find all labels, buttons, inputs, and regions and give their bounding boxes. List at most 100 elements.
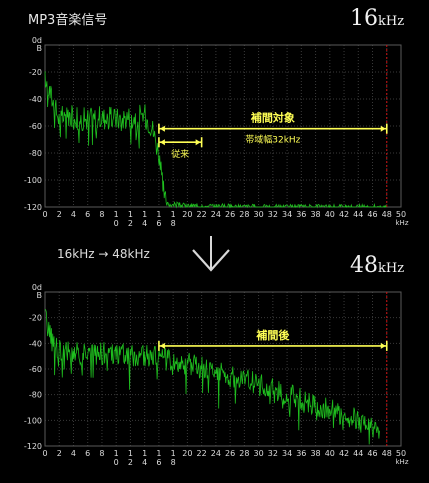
y-tick-line: -40 [29,339,42,348]
y-tick-line: B [37,44,43,53]
figure-title: MP3音楽信号 [28,13,108,28]
x-tick-line: 1 [128,210,133,219]
annotation-label: 補間後 [255,328,290,342]
y-tick-label: -120 [24,203,42,212]
x-tick-label: 32 [268,449,278,458]
x-tick-label: 40 [325,449,335,458]
x-tick-line: 28 [239,210,249,219]
y-tick-label: -100 [24,416,42,425]
x-tick-line: 22 [197,210,207,219]
x-tick-label: 24 [211,210,221,219]
x-axis-label: kHz [396,458,409,466]
x-tick-line: 6 [156,219,161,228]
x-tick-label: 22 [197,210,207,219]
conversion-label: 16kHz → 48kHz [57,247,150,261]
x-tick-label: 2 [57,449,62,458]
x-tick-label: 42 [339,210,349,219]
x-tick-label: 50 [396,210,406,219]
x-tick-line: 1 [156,449,161,458]
x-tick-line: 1 [114,449,119,458]
x-tick-label: 20 [182,210,192,219]
x-tick-line: 24 [211,210,221,219]
y-tick-line: 0d [32,283,42,292]
annotation-arrowhead [380,125,386,132]
y-tick-line: -80 [29,149,42,158]
x-tick-label: 26 [225,210,235,219]
y-tick-label: 0d B [32,36,42,53]
x-tick-label: 26 [225,449,235,458]
x-tick-line: 4 [71,210,76,219]
x-tick-line: 30 [254,449,264,458]
annotation-arrowhead [159,342,165,349]
x-tick-label: 8 [99,210,104,219]
x-tick-line: 4 [71,449,76,458]
x-tick-line: 40 [325,449,335,458]
x-tick-label: 46 [367,449,377,458]
x-tick-label: 24 [211,449,221,458]
y-tick-label: -80 [29,149,42,158]
x-tick-line: 38 [310,449,320,458]
x-tick-line: 46 [367,449,377,458]
annotation-sublabel: 帯域幅32kHz [245,134,300,146]
x-tick-line: 48 [382,210,392,219]
y-tick-line: -80 [29,391,42,400]
down-arrow-icon [192,236,230,272]
y-tick-line: -20 [29,314,42,323]
x-tick-label: 48 [382,210,392,219]
x-tick-label: 38 [310,210,320,219]
y-tick-line: -60 [29,365,42,374]
x-axis-label: kHz [396,219,409,227]
x-tick-label: 30 [254,449,264,458]
x-tick-line: 36 [296,449,306,458]
x-tick-label: 36 [296,449,306,458]
x-tick-label: 4 [71,210,76,219]
x-tick-line: 22 [197,449,207,458]
sample-rate-bottom: 48kHz [350,253,404,278]
x-tick-line: 6 [156,458,161,467]
spectrum-trace [44,309,380,445]
x-tick-line: 20 [182,210,192,219]
x-tick-label: 0 [42,210,47,219]
x-tick-line: 50 [396,449,406,458]
annotation-label: 補間対象 [250,111,295,125]
y-tick-label: -60 [29,365,42,374]
x-tick-label: 8 [99,449,104,458]
x-tick-line: 50 [396,210,406,219]
x-tick-label: 38 [310,449,320,458]
x-tick-line: 4 [142,458,147,467]
annotation-label: 従来 [171,148,189,160]
x-tick-label: 0 [42,449,47,458]
x-tick-line: 6 [85,449,90,458]
x-tick-label: 46 [367,210,377,219]
y-tick-line: -100 [24,176,42,185]
x-tick-line: 20 [182,449,192,458]
x-tick-line: 38 [310,210,320,219]
y-tick-line: -100 [24,416,42,425]
x-tick-label: 28 [239,449,249,458]
x-tick-label: 28 [239,210,249,219]
annotation-arrowhead [159,125,165,132]
x-tick-label: 6 [85,210,90,219]
x-tick-label: 44 [353,210,363,219]
x-tick-line: 1 [142,449,147,458]
x-tick-line: 2 [128,458,133,467]
y-tick-line: -120 [24,203,42,212]
x-tick-label: 4 [71,449,76,458]
y-tick-label: -60 [29,122,42,131]
y-tick-line: -20 [29,68,42,77]
x-tick-line: 36 [296,210,306,219]
x-tick-line: 8 [99,449,104,458]
x-tick-line: 2 [57,449,62,458]
x-tick-line: 0 [42,449,47,458]
x-tick-line: 2 [128,219,133,228]
x-tick-line: 42 [339,210,349,219]
x-tick-label: 34 [282,449,292,458]
x-tick-label: 48 [382,449,392,458]
y-tick-line: -120 [24,442,42,451]
x-tick-label: 20 [182,449,192,458]
